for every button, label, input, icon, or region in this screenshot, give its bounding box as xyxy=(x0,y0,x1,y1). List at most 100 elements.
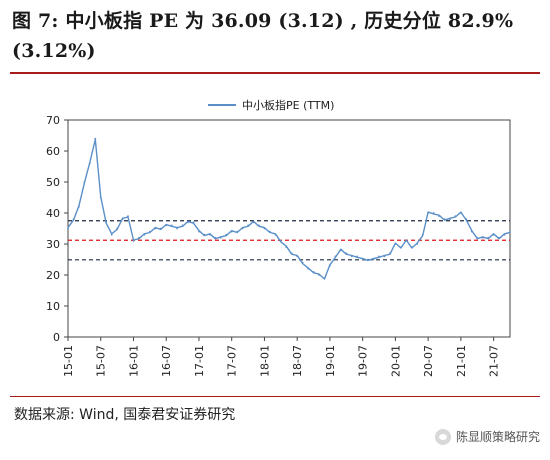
data-point xyxy=(339,249,342,252)
x-tick-label: 16-07 xyxy=(160,345,173,377)
data-point xyxy=(154,227,157,230)
x-tick-label: 16-01 xyxy=(127,345,140,377)
data-point xyxy=(318,274,320,276)
data-point xyxy=(367,258,369,261)
data-point xyxy=(383,255,386,258)
plot-frame xyxy=(67,119,511,338)
data-point xyxy=(389,252,391,255)
series-line xyxy=(67,138,511,280)
data-point xyxy=(481,236,484,239)
y-tick-label: 10 xyxy=(46,300,60,313)
data-point xyxy=(67,227,69,230)
data-point xyxy=(181,224,184,227)
x-tick-label: 21-07 xyxy=(488,345,501,377)
data-point xyxy=(509,230,511,233)
data-point xyxy=(503,233,506,236)
data-point xyxy=(138,236,140,239)
data-point xyxy=(432,212,435,214)
data-point xyxy=(465,218,468,221)
data-point xyxy=(110,233,113,236)
data-point xyxy=(269,230,271,233)
legend: 中小板指PE (TTM) xyxy=(208,98,334,112)
data-point xyxy=(258,224,260,227)
data-point xyxy=(127,215,129,217)
data-point xyxy=(356,255,359,258)
source-note: 数据来源: Wind, 国泰君安证券研究 xyxy=(14,407,236,423)
x-tick-label: 17-01 xyxy=(193,345,206,377)
data-point xyxy=(83,181,86,183)
data-point xyxy=(334,255,337,258)
data-point xyxy=(378,255,380,258)
data-point xyxy=(116,227,118,230)
data-point xyxy=(214,236,217,239)
data-point xyxy=(323,277,326,279)
data-point xyxy=(449,218,451,221)
data-point xyxy=(170,224,173,227)
data-point xyxy=(252,221,255,224)
data-point xyxy=(361,258,364,261)
data-point xyxy=(121,218,124,221)
data-point xyxy=(443,218,446,221)
data-point xyxy=(372,258,375,261)
watermark-text: 陈显顺策略研究 xyxy=(455,430,540,444)
y-tick-label: 40 xyxy=(46,207,60,220)
data-point xyxy=(307,267,309,270)
x-tick-label: 19-01 xyxy=(324,345,337,377)
data-point xyxy=(203,233,206,236)
figure-title: 图 7: 中小板指 PE 为 36.09 (3.12) , 历史分位 82.9%… xyxy=(12,10,514,62)
data-point xyxy=(427,212,429,214)
footer-rule xyxy=(10,396,540,397)
data-point xyxy=(394,243,397,245)
data-point xyxy=(487,236,490,239)
x-tick-label: 15-07 xyxy=(95,345,108,377)
data-point xyxy=(263,227,266,230)
watermark: 陈显顺策略研究 xyxy=(434,428,540,445)
x-tick-label: 20-01 xyxy=(389,345,402,377)
data-point xyxy=(329,264,331,267)
data-point xyxy=(345,252,348,255)
x-tick-label: 19-07 xyxy=(357,345,370,377)
data-point xyxy=(78,205,80,208)
data-point xyxy=(143,233,146,236)
axis-layer: 0 10 20 30 40 50 60 70 15-01 15-07 16-01 16-07 17-01… xyxy=(46,114,501,377)
y-tick-label: 0 xyxy=(53,331,60,344)
data-point xyxy=(99,196,102,199)
data-point xyxy=(290,252,293,255)
data-point xyxy=(198,230,200,233)
data-point xyxy=(149,230,151,233)
wechat-icon xyxy=(434,428,451,445)
data-point xyxy=(105,221,108,224)
data-point xyxy=(132,240,135,242)
series-layer xyxy=(67,137,511,280)
legend-label: 中小板指PE (TTM) xyxy=(242,98,334,112)
data-point xyxy=(225,233,228,236)
data-point xyxy=(187,221,189,224)
x-tick-label: 18-07 xyxy=(291,345,304,377)
data-point xyxy=(176,227,179,230)
title-rule xyxy=(10,72,540,74)
x-tick-label: 21-01 xyxy=(455,345,468,377)
data-point xyxy=(94,137,97,140)
data-point xyxy=(416,243,419,245)
x-tick-label: 18-01 xyxy=(258,345,271,377)
data-point xyxy=(460,212,462,214)
data-point xyxy=(230,230,233,233)
data-point xyxy=(72,218,75,221)
data-point xyxy=(88,162,91,165)
data-point xyxy=(421,233,424,236)
data-point xyxy=(312,271,315,273)
pe-line-chart: 0 10 20 30 40 50 60 70 15-01 15-07 16-01 16-07 17-01… xyxy=(46,98,511,377)
data-point xyxy=(236,230,239,233)
data-point xyxy=(279,240,282,242)
data-point xyxy=(241,227,244,230)
data-point xyxy=(438,215,440,217)
x-tick-label: 17-07 xyxy=(226,345,239,377)
data-point xyxy=(165,224,168,227)
y-tick-label: 70 xyxy=(46,114,60,127)
data-point xyxy=(410,246,413,249)
data-point xyxy=(498,236,500,239)
data-point xyxy=(285,246,288,249)
data-point xyxy=(192,221,195,224)
data-point xyxy=(247,224,250,227)
data-point xyxy=(492,233,495,236)
